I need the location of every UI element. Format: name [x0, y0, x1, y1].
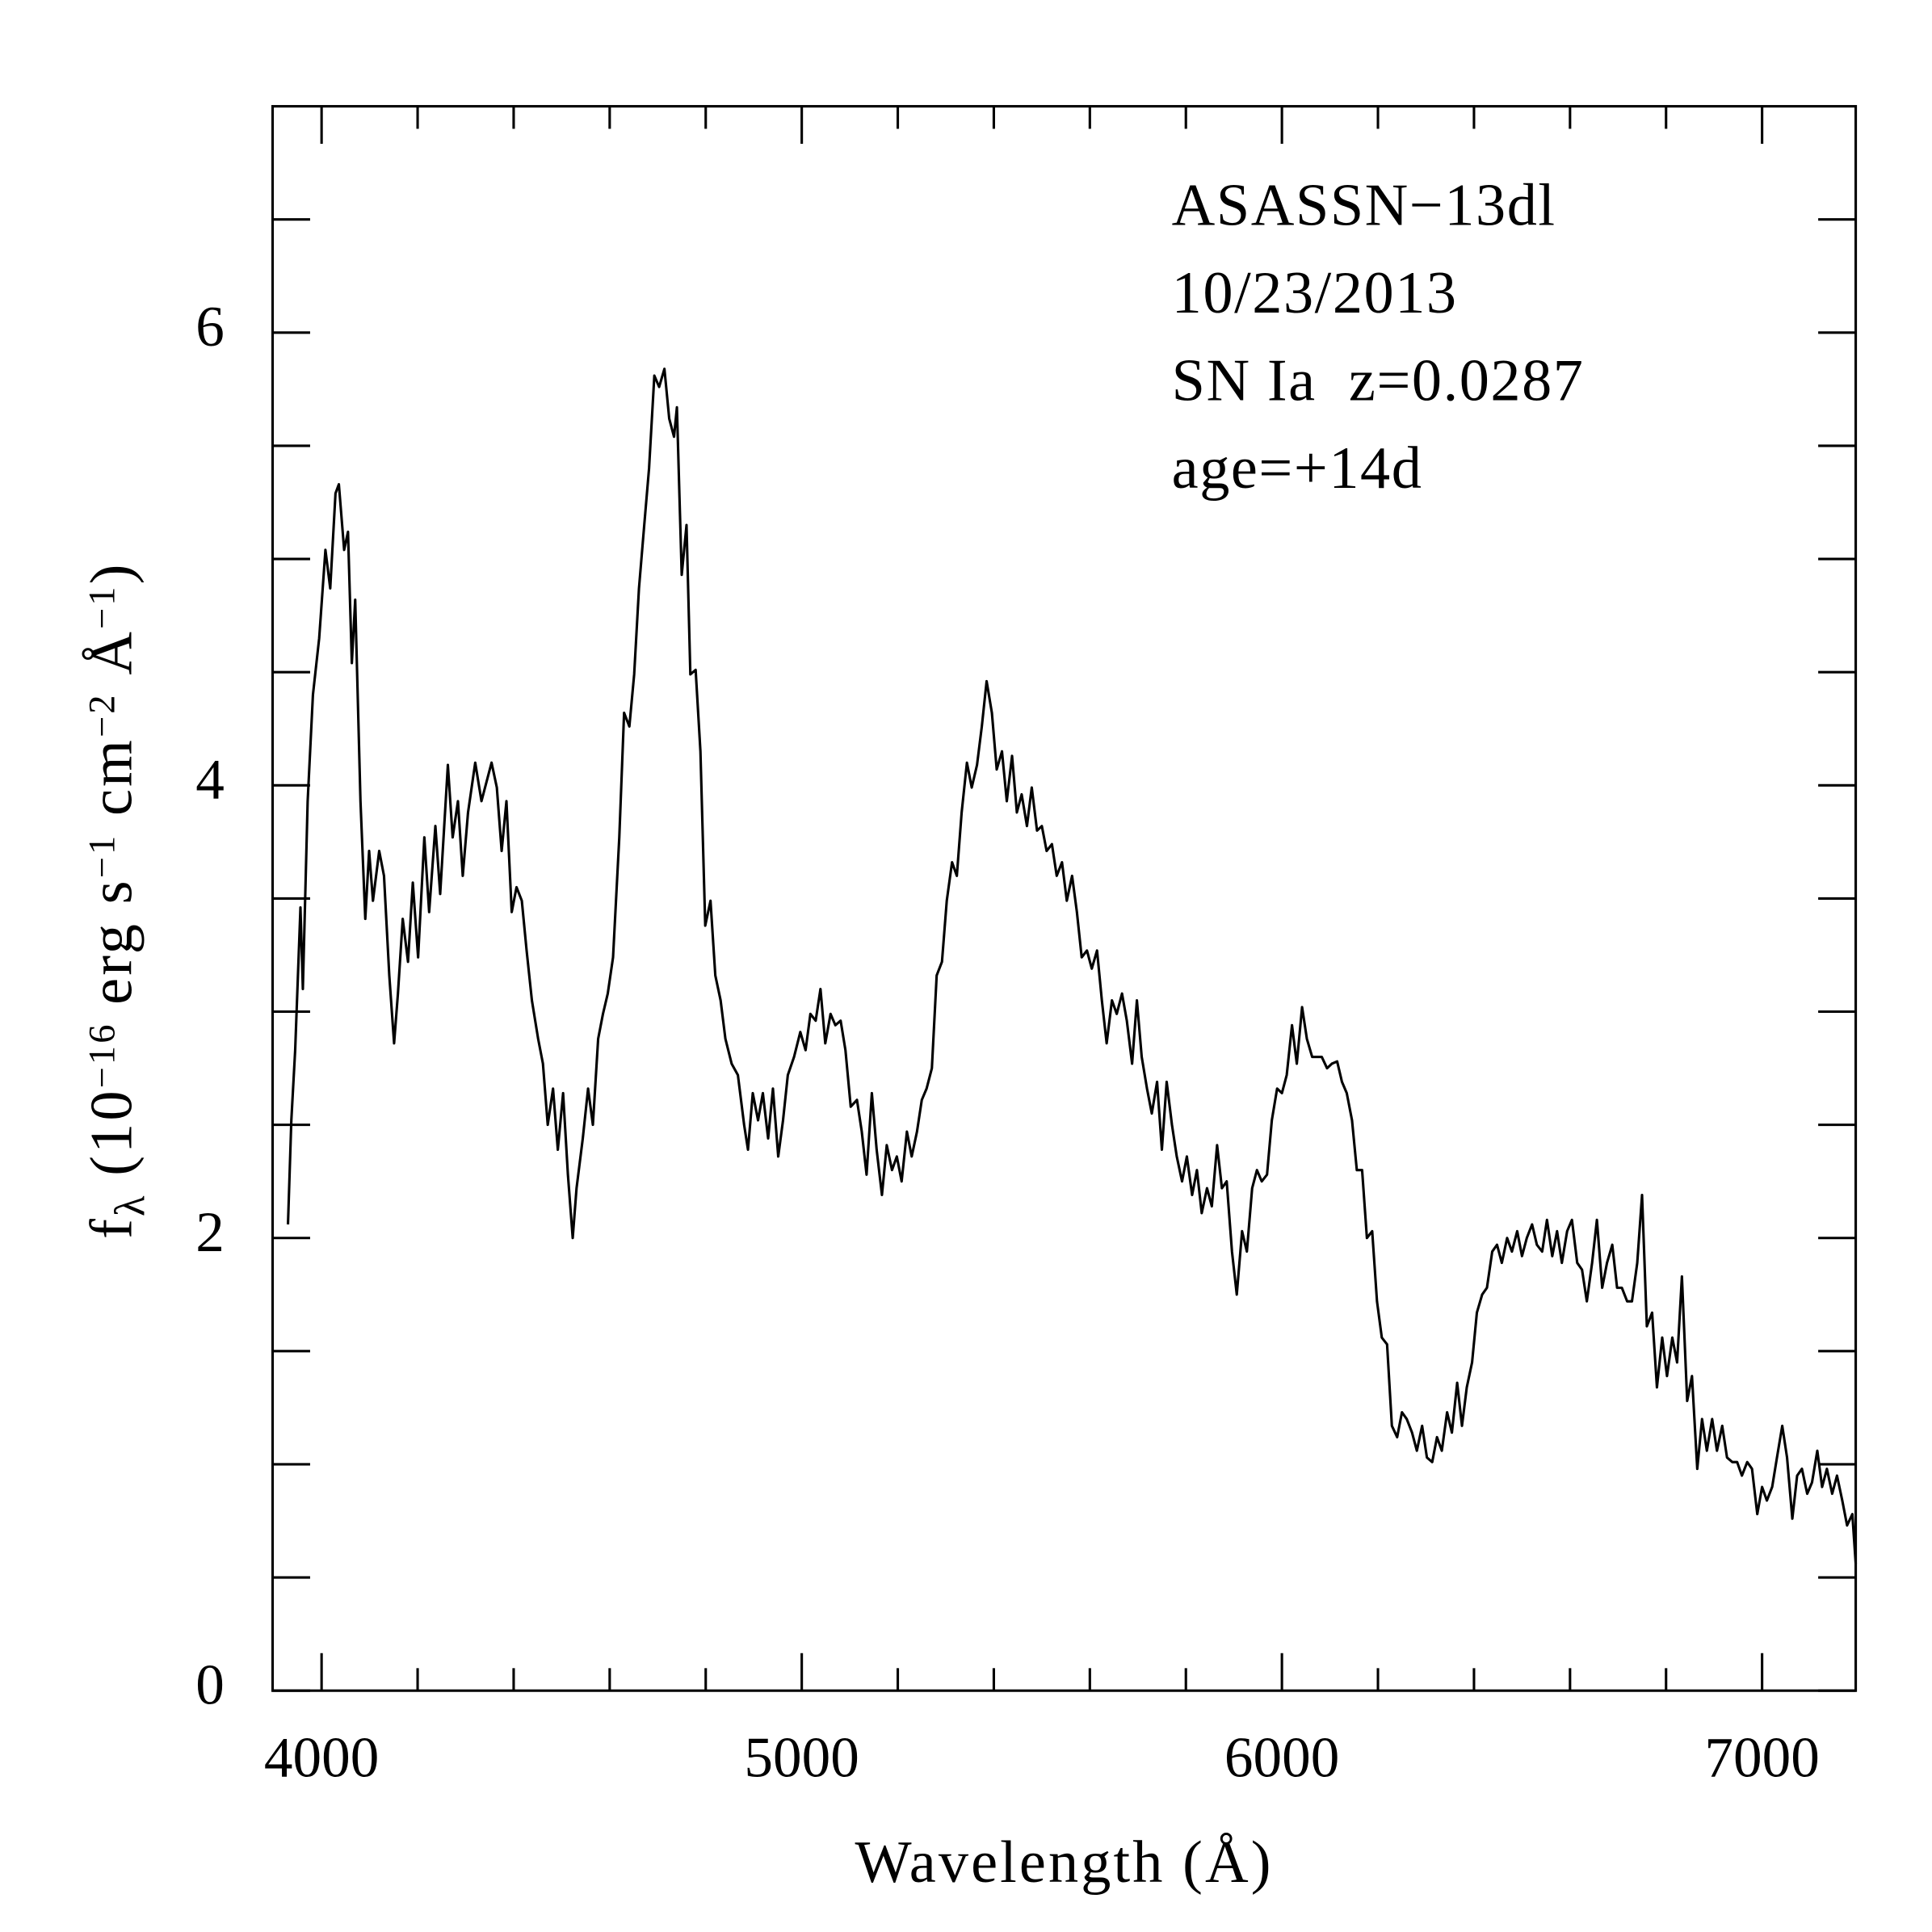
x-tick-label: 4000 — [264, 1726, 379, 1789]
y-axis-label-part: −2 — [82, 692, 124, 737]
annotation: SN Ia z=0.0287 — [1172, 347, 1585, 414]
x-tick-label: 6000 — [1224, 1726, 1339, 1789]
annotation: 10/23/2013 — [1172, 260, 1458, 326]
x-tick-label: 5000 — [744, 1726, 859, 1789]
y-axis-label-part: λ — [107, 1193, 153, 1216]
y-tick-label: 2 — [195, 1201, 225, 1264]
spectrum-line — [286, 368, 1858, 1564]
y-tick-label: 6 — [195, 296, 225, 359]
y-axis-label-part: cm — [79, 737, 145, 834]
y-axis-label: fλ (10−16 erg s−1 cm−2 Å−1) — [79, 562, 154, 1239]
y-axis-label-part: Å — [79, 629, 145, 692]
y-axis-label-part: −16 — [82, 1022, 124, 1088]
y-axis-label-part: −1 — [82, 584, 124, 629]
x-axis-label: Wavelength (Å) — [855, 1829, 1274, 1896]
y-axis-label-part: (10 — [79, 1088, 145, 1193]
annotation: ASASSN−13dl — [1172, 173, 1556, 239]
y-axis-label-part: ) — [79, 562, 145, 585]
y-tick-label: 4 — [195, 749, 225, 812]
y-axis-label-part: −1 — [82, 834, 124, 879]
y-tick-label: 0 — [195, 1654, 225, 1717]
y-axis-label-part: f — [79, 1216, 145, 1239]
y-axis-label-part: erg s — [79, 878, 145, 1022]
x-tick-label: 7000 — [1704, 1726, 1819, 1789]
annotation: age=+14d — [1172, 435, 1423, 502]
